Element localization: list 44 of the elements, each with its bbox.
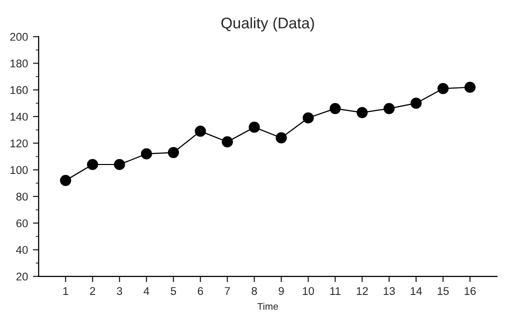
x-tick-label: 15 xyxy=(438,287,449,295)
y-tick-label: 20 xyxy=(16,272,28,281)
x-tick-label: 16 xyxy=(464,287,476,295)
point xyxy=(330,103,341,114)
y-tick-label: 100 xyxy=(10,166,28,174)
x-tick-label: 13 xyxy=(384,287,395,295)
point xyxy=(464,82,476,93)
y-tick-label: 200 xyxy=(10,32,28,41)
point xyxy=(140,148,152,160)
x-tick-label: 1 xyxy=(63,287,68,295)
point xyxy=(410,98,422,109)
x-tick-label: 4 xyxy=(144,287,150,295)
point xyxy=(276,132,287,144)
x-axis-title: Time xyxy=(257,302,278,310)
point xyxy=(194,126,206,137)
point xyxy=(302,112,314,124)
y-tick-label: 180 xyxy=(10,60,28,68)
x-tick-label: 7 xyxy=(224,287,230,295)
x-tick-label: 9 xyxy=(278,287,284,295)
point xyxy=(222,136,233,148)
y-tick-label: 120 xyxy=(10,139,28,148)
point xyxy=(437,83,449,94)
point xyxy=(384,103,395,114)
x-tick-label: 10 xyxy=(302,287,314,295)
chart-title: Quality (Data) xyxy=(221,17,314,32)
x-tick-label: 14 xyxy=(410,287,422,295)
x-tick-label: 8 xyxy=(252,287,257,295)
x-tick-label: 11 xyxy=(330,287,340,295)
point xyxy=(60,174,72,186)
y-tick-label: 160 xyxy=(10,86,28,94)
point xyxy=(168,146,179,158)
point xyxy=(248,122,260,133)
point xyxy=(86,158,98,170)
x-tick-label: 6 xyxy=(198,287,203,295)
y-tick-label: 60 xyxy=(16,219,28,228)
x-tick-label: 12 xyxy=(356,287,368,295)
x-tick-label: 2 xyxy=(90,287,96,295)
x-tick-label: 5 xyxy=(170,287,176,295)
point xyxy=(356,107,368,118)
y-tick-label: 140 xyxy=(10,112,28,121)
y-tick-label: 40 xyxy=(16,246,28,254)
point xyxy=(114,158,126,170)
x-tick-label: 3 xyxy=(116,287,122,295)
y-tick-label: 80 xyxy=(16,192,28,201)
